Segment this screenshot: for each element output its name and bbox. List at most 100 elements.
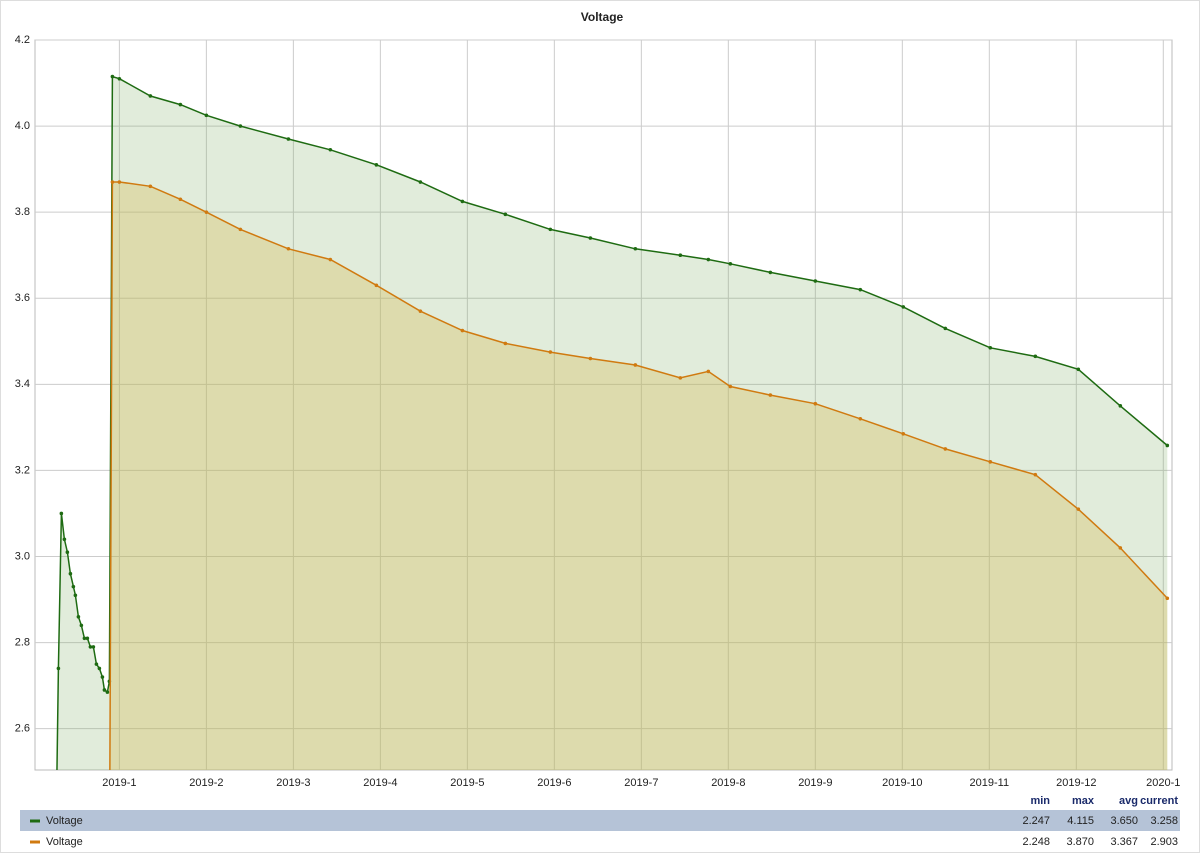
data-point [633,363,638,367]
y-tick-label: 4.2 [15,34,30,46]
data-point [858,416,863,421]
data-point [1165,596,1170,601]
data-point [59,511,64,516]
data-point [460,199,465,204]
series-line [56,75,1168,770]
axes: 2.6 2.8 3.0 3.2 3.4 3.6 3.8 4.0 4.2 2019-1 2019-2 2… [15,34,1181,789]
legend-stat: 2.903 [1150,836,1178,848]
data-point [901,305,906,309]
data-point [328,257,333,262]
data-point [82,636,87,641]
data-point [62,537,67,542]
data-point [418,180,423,184]
data-point [204,113,209,118]
data-point [97,666,102,671]
legend-stat: 3.258 [1150,815,1178,827]
data-point [91,645,96,649]
x-tick-label: 2019-10 [882,777,922,789]
data-point [85,636,90,641]
plot-area [55,74,1170,770]
data-point [79,623,84,628]
data-point [71,584,76,589]
data-point [238,227,243,232]
series-area [55,76,1168,770]
data-point [68,571,73,576]
data-point [73,593,78,598]
legend: min max avg current Voltage 2.247 4.115 3.650 3.… [20,795,1180,848]
data-point [943,447,948,451]
data-point [813,279,818,283]
y-tick-label: 4.0 [15,120,30,132]
data-point [204,210,209,214]
data-point [418,309,423,313]
data-point [813,401,818,406]
data-point [374,163,379,167]
data-point [1165,443,1170,448]
data-point [706,369,711,374]
data-point [503,341,508,346]
x-tick-label: 2019-4 [363,777,397,789]
data-point [110,74,115,79]
data-point [1033,472,1038,477]
x-tick-label: 2019-9 [798,777,832,789]
legend-stat: 4.115 [1067,815,1094,827]
data-point [988,460,993,464]
data-point [102,688,107,692]
y-tick-label: 3.2 [15,464,30,476]
legend-stat: 2.247 [1022,815,1050,827]
data-point [460,328,465,333]
legend-row-highlight [20,810,1180,831]
data-point [588,356,593,361]
legend-stat: 2.248 [1022,836,1050,848]
legend-column-header: max [1072,795,1095,807]
data-point [328,147,333,152]
data-point [117,76,122,81]
data-point [100,675,105,679]
y-tick-label: 3.4 [15,378,30,390]
x-tick-label: 2019-6 [537,777,571,789]
data-point [178,197,183,202]
data-point [988,345,993,350]
data-point [548,350,553,354]
data-point [901,432,906,436]
data-point [286,246,291,251]
y-tick-label: 2.6 [15,723,30,735]
data-point [1118,546,1123,550]
x-tick-label: 2019-3 [276,777,310,789]
legend-label: Voltage [46,815,83,827]
data-point [1033,354,1038,359]
data-point [110,180,115,184]
x-tick-label: 2019-1 [102,777,136,789]
data-point [678,253,683,258]
grid [35,39,1172,770]
x-tick-label: 2019-7 [624,777,658,789]
data-point [858,287,863,292]
data-point [678,376,683,380]
legend-column-header: avg [1119,795,1138,807]
x-tick-label: 2019-2 [189,777,223,789]
y-tick-label: 3.8 [15,206,30,218]
data-point [374,283,379,288]
legend-stat: 3.870 [1066,836,1094,848]
data-point [943,326,948,331]
x-tick-label: 2019-5 [450,777,484,789]
data-point [588,236,593,240]
data-point [503,212,508,217]
y-tick-label: 3.6 [15,292,30,304]
data-point [633,246,638,251]
data-point [88,645,93,649]
data-point [728,262,733,266]
legend-column-header: min [1030,795,1050,807]
x-tick-label: 2019-11 [970,777,1010,789]
x-tick-label: 2019-8 [711,777,745,789]
legend-stat: 3.650 [1110,815,1138,827]
data-point [148,94,153,98]
legend-stat: 3.367 [1110,836,1138,848]
data-point [76,614,81,619]
legend-label: Voltage [46,836,83,848]
x-tick-label: 2019-12 [1056,777,1096,789]
data-point [94,662,99,666]
